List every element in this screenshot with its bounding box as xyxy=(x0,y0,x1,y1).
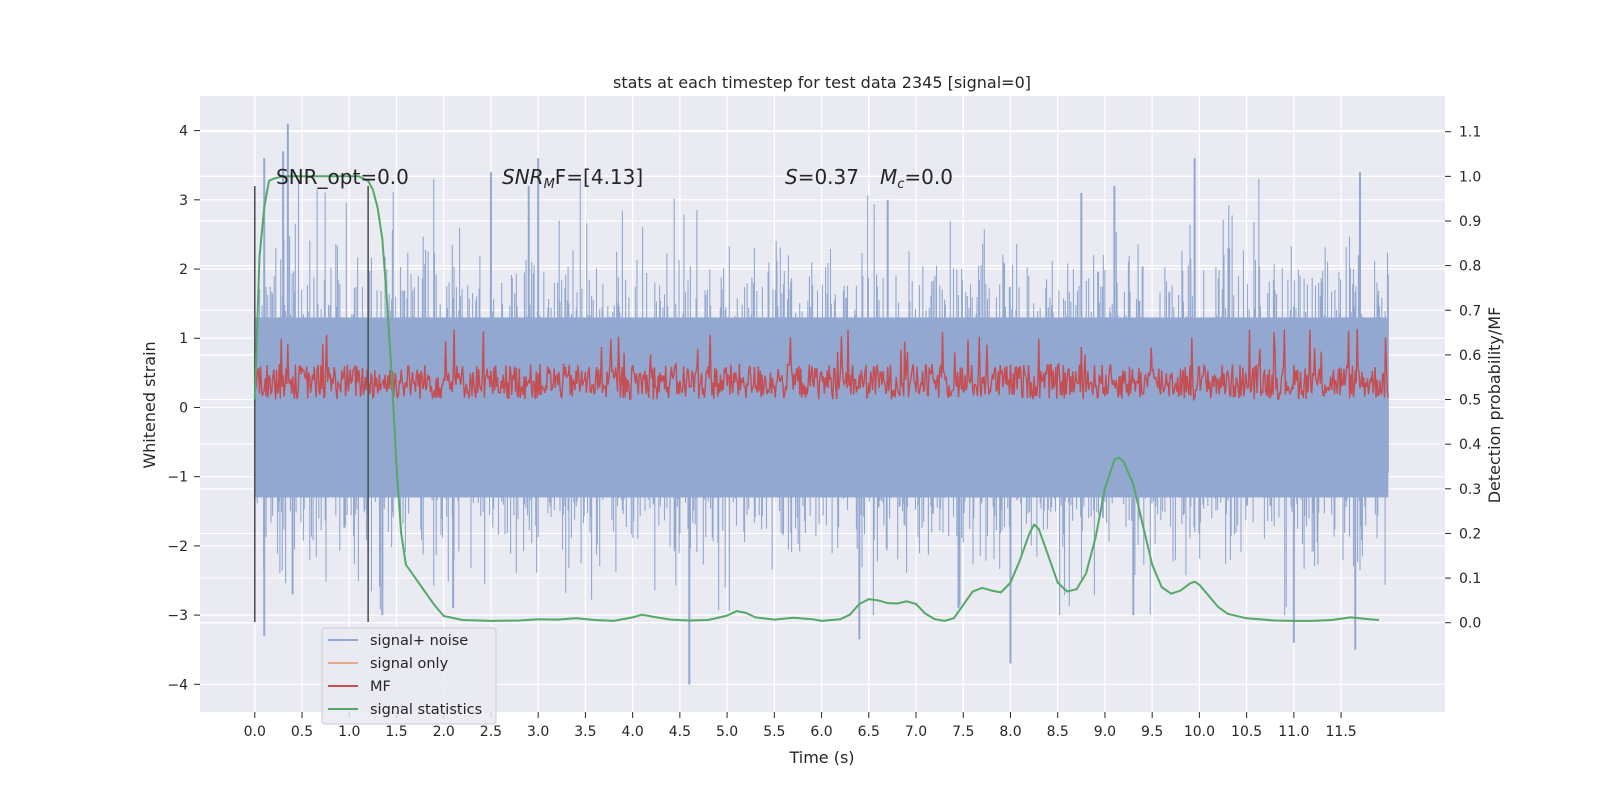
x-tick-label-4: 2.0 xyxy=(433,724,455,740)
annotation-snr-opt: SNR_opt=0.0 xyxy=(276,165,409,189)
legend-label-signal-noise: signal+ noise xyxy=(370,633,468,649)
x-tick-label-14: 7.0 xyxy=(905,724,927,740)
y-right-tick-label-7: 0.4 xyxy=(1459,437,1481,453)
x-tick-label-0: 0.0 xyxy=(244,724,266,740)
legend-label-signal-statistics: signal statistics xyxy=(370,702,482,718)
x-tick-label-17: 8.5 xyxy=(1047,724,1069,740)
y-left-tick-label-7: −3 xyxy=(167,608,188,624)
x-tick-label-2: 1.0 xyxy=(338,724,360,740)
x-tick-label-13: 6.5 xyxy=(858,724,880,740)
x-axis-ticks: 0.0 0.5 1.0 1.5 2.0 2.5 3.0 3.5 4.0 4.5 5.0 5.5 6.0 6… xyxy=(244,712,1357,740)
legend: signal+ noise signal only MF signal stat… xyxy=(321,627,497,725)
x-tick-label-6: 3.0 xyxy=(527,724,549,740)
y-right-tick-label-4: 0.7 xyxy=(1459,303,1481,319)
annotation-snr-mf-prefix: SNR xyxy=(502,165,544,189)
y-right-tick-label-10: 0.1 xyxy=(1459,571,1481,587)
series-signal-noise xyxy=(254,123,1389,685)
y-right-tick-label-3: 0.8 xyxy=(1459,259,1481,275)
y-left-tick-label-5: −1 xyxy=(167,470,188,486)
x-tick-label-20: 10.0 xyxy=(1184,724,1215,740)
x-tick-label-8: 4.0 xyxy=(621,724,643,740)
legend-label-signal-only: signal only xyxy=(370,656,449,672)
annotation-snr-mf-suffix: F=[4.13] xyxy=(555,165,643,189)
y-left-tick-label-0: 4 xyxy=(179,124,188,140)
y-left-tick-label-2: 2 xyxy=(179,262,188,278)
x-tick-label-1: 0.5 xyxy=(291,724,313,740)
y-left-tick-label-6: −2 xyxy=(167,539,188,555)
legend-box xyxy=(321,627,497,725)
y-right-tick-label-0: 1.1 xyxy=(1459,125,1481,141)
y-right-tick-label-9: 0.2 xyxy=(1459,526,1481,542)
y-left-tick-label-3: 1 xyxy=(179,331,188,347)
x-tick-label-23: 11.5 xyxy=(1326,724,1357,740)
x-axis-label: Time (s) xyxy=(788,748,854,767)
annotation-s-label: S xyxy=(785,165,798,189)
y-left-axis-label: Whitened strain xyxy=(140,341,159,468)
annotation-snr-mf-sub: M xyxy=(544,177,555,192)
series-mf xyxy=(254,328,1389,402)
y-left-tick-label-4: 0 xyxy=(179,400,188,416)
x-tick-label-10: 5.0 xyxy=(716,724,738,740)
x-tick-label-5: 2.5 xyxy=(480,724,502,740)
y-right-tick-label-11: 0.0 xyxy=(1459,616,1481,632)
annotation-s: S=0.37 xyxy=(785,165,859,189)
y-right-tick-label-5: 0.6 xyxy=(1459,348,1481,364)
annotation-mc-sub: c xyxy=(897,177,904,192)
signal-noise-core-band xyxy=(254,317,1389,498)
x-tick-label-15: 7.5 xyxy=(952,724,974,740)
x-tick-label-9: 4.5 xyxy=(669,724,691,740)
y-right-tick-label-8: 0.3 xyxy=(1459,482,1481,498)
y-left-tick-label-8: −4 xyxy=(167,677,188,693)
y-right-tick-label-1: 1.0 xyxy=(1459,169,1481,185)
annotation-mc-label: M xyxy=(880,165,897,189)
annotation-mc: Mc=0.0 xyxy=(880,165,953,192)
vertical-markers xyxy=(253,185,369,623)
x-tick-label-11: 5.5 xyxy=(763,724,785,740)
y-right-tick-label-6: 0.5 xyxy=(1459,393,1481,409)
x-tick-label-21: 10.5 xyxy=(1231,724,1262,740)
x-tick-label-7: 3.5 xyxy=(574,724,596,740)
x-tick-label-16: 8.0 xyxy=(999,724,1021,740)
y-right-axis-ticks: 1.1 1.0 0.9 0.8 0.7 0.6 0.5 0.4 0.3 0.2 0.1 0.0 xyxy=(1445,125,1481,632)
x-tick-label-3: 1.5 xyxy=(385,724,407,740)
annotation-mc-value: =0.0 xyxy=(904,165,953,189)
x-tick-label-22: 11.0 xyxy=(1278,724,1309,740)
signal-statistics-line xyxy=(253,175,1379,622)
chart-title: stats at each timestep for test data 234… xyxy=(613,73,1031,92)
annotation-s-value: =0.37 xyxy=(798,165,859,189)
y-right-axis-label: Detection probability/MF xyxy=(1485,307,1504,504)
x-tick-label-18: 9.0 xyxy=(1094,724,1116,740)
mf-trace xyxy=(254,328,1389,402)
y-right-tick-label-2: 0.9 xyxy=(1459,214,1481,230)
legend-label-mf: MF xyxy=(370,679,391,695)
x-tick-label-19: 9.5 xyxy=(1141,724,1163,740)
x-tick-label-12: 6.0 xyxy=(810,724,832,740)
y-left-axis-ticks: 4 3 2 1 0 −1 −2 −3 −4 xyxy=(167,124,200,693)
annotation-snr-mf: SNRMF=[4.13] xyxy=(502,165,643,192)
series-signal-statistics xyxy=(253,175,1379,622)
y-left-tick-label-1: 3 xyxy=(179,193,188,209)
